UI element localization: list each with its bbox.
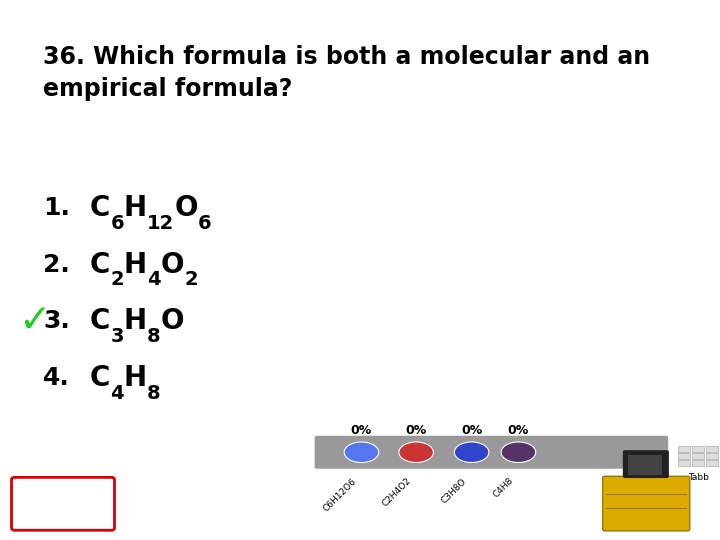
Text: H: H (124, 364, 147, 392)
Text: C: C (90, 364, 110, 392)
Text: 3: 3 (110, 327, 124, 346)
Text: O: O (161, 307, 184, 335)
Text: empirical formula?: empirical formula? (43, 77, 292, 101)
Text: 8: 8 (147, 327, 161, 346)
Text: C: C (90, 251, 110, 279)
Text: C: C (90, 307, 110, 335)
Text: SOLUTIONS: SOLUTIONS (40, 508, 102, 518)
Text: 4: 4 (147, 270, 161, 289)
Text: A: A (18, 493, 35, 514)
Text: 0%: 0% (508, 424, 529, 437)
Text: C3H8O: C3H8O (439, 476, 468, 505)
Text: O: O (161, 251, 184, 279)
Text: ✓: ✓ (18, 302, 50, 340)
Text: H: H (124, 307, 147, 335)
Text: C2H4O2: C2H4O2 (380, 476, 413, 509)
Text: Tabb: Tabb (688, 472, 709, 482)
Text: 6: 6 (110, 213, 124, 233)
Text: H: H (124, 194, 147, 222)
Text: C6H12O6: C6H12O6 (321, 476, 358, 513)
Text: O: O (174, 194, 198, 222)
Text: 0%: 0% (461, 424, 482, 437)
Text: C4H8: C4H8 (491, 476, 515, 500)
Text: +: + (18, 509, 30, 523)
Text: C: C (90, 194, 110, 222)
Text: 3.: 3. (43, 309, 70, 333)
Text: MOBILE: MOBILE (40, 493, 90, 506)
Text: 0%: 0% (405, 424, 427, 437)
Text: 4.: 4. (43, 366, 70, 390)
Text: 8: 8 (147, 383, 161, 403)
Text: H: H (124, 251, 147, 279)
Text: 0%: 0% (351, 424, 372, 437)
Text: 4: 4 (110, 383, 124, 403)
Text: 1.: 1. (43, 196, 70, 220)
Text: 6: 6 (198, 213, 212, 233)
Text: 2: 2 (110, 270, 124, 289)
Text: 12: 12 (147, 213, 174, 233)
Text: 36. Which formula is both a molecular and an: 36. Which formula is both a molecular an… (43, 45, 650, 69)
Text: 2.: 2. (43, 253, 70, 276)
Text: 2: 2 (184, 270, 198, 289)
